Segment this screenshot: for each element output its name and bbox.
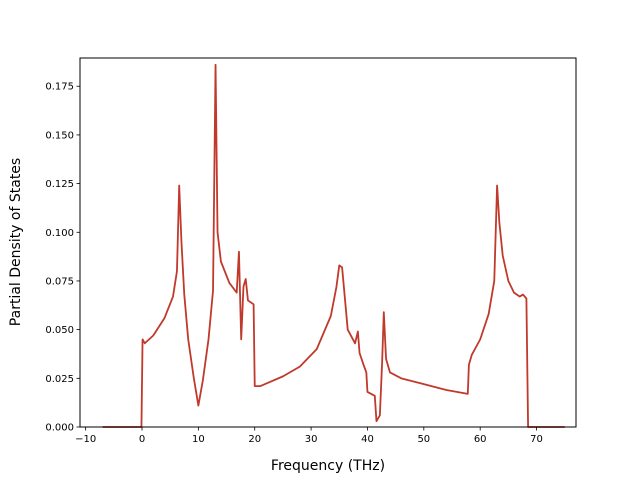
y-axis-label: Partial Density of States xyxy=(8,158,24,326)
x-tick-label: −10 xyxy=(75,434,96,445)
y-tick-label: 0.000 xyxy=(45,423,74,434)
x-tick-label: 50 xyxy=(417,434,430,445)
plot-frame xyxy=(79,57,577,428)
y-tick-label: 0.025 xyxy=(45,374,74,385)
series-layer xyxy=(102,63,565,428)
x-tick-label: 60 xyxy=(474,434,487,445)
dos-series-line xyxy=(102,63,565,428)
x-tick-label: 70 xyxy=(530,434,543,445)
x-tick-label: 10 xyxy=(192,434,205,445)
x-tick-label: 40 xyxy=(361,434,374,445)
x-tick-label: 30 xyxy=(305,434,318,445)
y-tick-label: 0.175 xyxy=(45,82,74,93)
y-tick-label: 0.100 xyxy=(45,228,74,239)
y-tick-label: 0.050 xyxy=(45,325,74,336)
x-axis: −10 0 10 20 30 40 50 60 70 xyxy=(75,427,543,445)
x-tick-label: 0 xyxy=(139,434,145,445)
x-axis-label: Frequency (THz) xyxy=(271,458,385,474)
y-tick-label: 0.125 xyxy=(45,179,74,190)
y-tick-label: 0.150 xyxy=(45,130,74,141)
x-tick-label: 20 xyxy=(248,434,261,445)
y-tick-label: 0.075 xyxy=(45,276,74,287)
y-axis: 0.000 0.025 0.050 0.075 0.100 0.125 0.150 0.175 xyxy=(45,82,80,434)
